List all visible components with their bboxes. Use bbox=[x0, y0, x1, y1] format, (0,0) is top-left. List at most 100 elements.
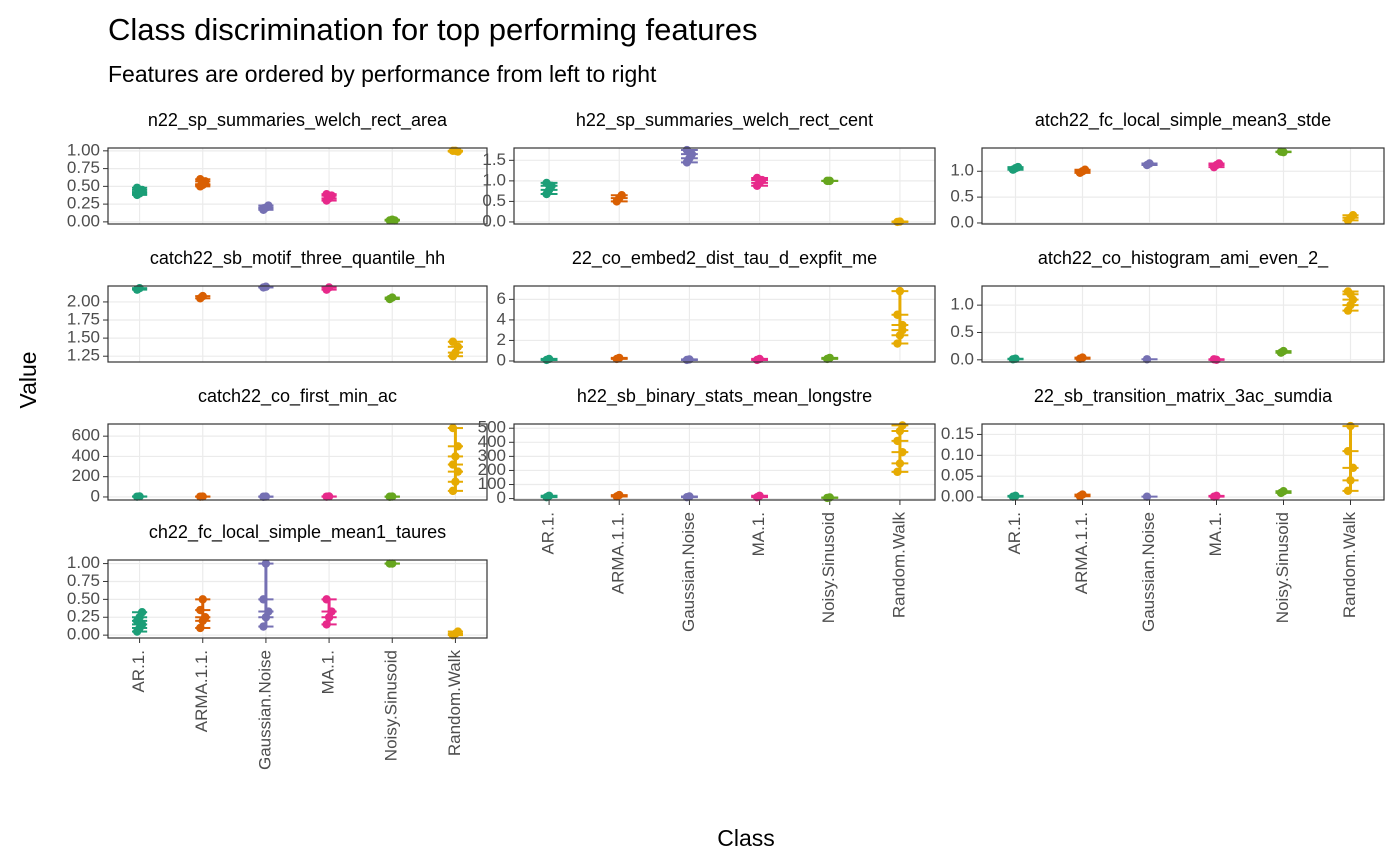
y-tick-label: 0.5 bbox=[482, 191, 506, 210]
y-tick-label: 2 bbox=[497, 330, 506, 349]
point bbox=[1346, 476, 1355, 485]
point bbox=[1145, 159, 1154, 168]
panel: ch22_fc_local_simple_mean1_taures 0.000.2… bbox=[67, 522, 488, 770]
y-tick-label: 1.0 bbox=[950, 295, 974, 314]
point bbox=[201, 613, 210, 622]
y-tick-label: 0.05 bbox=[941, 466, 974, 485]
panel-title: h22_sp_summaries_welch_rect_cent bbox=[576, 110, 873, 131]
point bbox=[1013, 162, 1023, 172]
y-tick-label: 0.75 bbox=[67, 571, 100, 590]
panel-background bbox=[514, 424, 935, 500]
x-tick-label: AR.1. bbox=[539, 512, 558, 555]
point bbox=[259, 595, 268, 604]
point bbox=[1343, 446, 1353, 456]
point bbox=[1279, 487, 1288, 496]
point bbox=[322, 595, 331, 604]
point bbox=[388, 293, 397, 302]
point bbox=[1346, 421, 1355, 431]
x-tick-label: MA.1. bbox=[749, 512, 768, 556]
y-tick-label: 6 bbox=[497, 289, 506, 308]
point bbox=[1142, 492, 1152, 501]
point bbox=[752, 173, 762, 183]
point bbox=[324, 283, 334, 292]
panel-border bbox=[513, 147, 936, 225]
y-tick-label: 1.75 bbox=[67, 310, 100, 329]
chart-title: Class discrimination for top performing … bbox=[108, 12, 758, 47]
point bbox=[893, 339, 902, 348]
panel-title: 22_sb_transition_matrix_3ac_sumdia bbox=[1034, 386, 1333, 407]
point bbox=[453, 442, 463, 451]
point bbox=[542, 178, 551, 188]
panel-title: catch22_sb_motif_three_quantile_hh bbox=[150, 248, 445, 269]
point bbox=[259, 622, 268, 631]
panel-title: atch22_co_histogram_ami_even_2_ bbox=[1038, 248, 1329, 269]
point bbox=[1279, 346, 1288, 356]
y-tick-label: 0.25 bbox=[67, 194, 100, 213]
y-tick-label: 0 bbox=[497, 488, 506, 507]
point bbox=[1011, 491, 1020, 501]
panel: atch22_fc_local_simple_mean3_stde 0.0 0.5 1… bbox=[950, 110, 1385, 231]
y-tick-label: 4 bbox=[497, 309, 506, 328]
point bbox=[448, 460, 458, 469]
point bbox=[1348, 211, 1358, 220]
point bbox=[755, 354, 764, 364]
point bbox=[825, 353, 834, 363]
point bbox=[1080, 165, 1090, 174]
panel: atch22_co_histogram_ami_even_2_ 0.0 0.5 1.0 bbox=[950, 248, 1385, 368]
y-tick-label: 2.00 bbox=[67, 291, 100, 310]
y-tick-label: 400 bbox=[72, 446, 100, 465]
point bbox=[451, 452, 460, 461]
panel: n22_sp_summaries_welch_rect_area 0.000.25… bbox=[67, 110, 488, 230]
point bbox=[615, 490, 624, 500]
panel-title: ch22_fc_local_simple_mean1_taures bbox=[149, 522, 446, 543]
point bbox=[1212, 355, 1221, 365]
panel: catch22_sb_motif_three_quantile_hh1.251.… bbox=[67, 248, 488, 365]
point bbox=[1279, 147, 1288, 157]
panel: h22_sb_binary_stats_mean_longstre 0100200… bbox=[478, 386, 936, 632]
point bbox=[198, 595, 207, 604]
y-tick-label: 0.0 bbox=[950, 212, 974, 231]
point bbox=[264, 607, 273, 616]
point bbox=[1346, 290, 1355, 299]
point bbox=[448, 337, 458, 346]
y-tick-label: 0.0 bbox=[482, 211, 506, 230]
point bbox=[137, 608, 147, 617]
panel-border bbox=[981, 147, 1385, 225]
panel-border bbox=[107, 423, 488, 501]
point bbox=[196, 623, 205, 633]
x-tick-label: ARMA.1.1. bbox=[609, 512, 628, 594]
y-tick-label: 500 bbox=[478, 418, 506, 437]
x-axis-label: Class bbox=[717, 825, 775, 851]
y-tick-label: 1.0 bbox=[950, 161, 974, 180]
point bbox=[615, 353, 624, 363]
point bbox=[453, 467, 463, 476]
chart-subtitle: Features are ordered by performance from… bbox=[108, 61, 657, 87]
point bbox=[1011, 354, 1020, 363]
x-tick-label: Gaussian.Noise bbox=[255, 650, 274, 770]
y-tick-label: 0.50 bbox=[67, 589, 100, 608]
point bbox=[135, 189, 144, 198]
x-tick-label: Noisy.Sinusoid bbox=[819, 512, 838, 623]
point bbox=[198, 180, 207, 190]
panel-background bbox=[108, 286, 487, 362]
point bbox=[893, 467, 902, 477]
panel-border bbox=[981, 285, 1385, 363]
x-tick-label: Noisy.Sinusoid bbox=[1273, 512, 1292, 623]
point bbox=[544, 354, 554, 364]
x-tick-label: Random.Walk bbox=[889, 512, 908, 619]
panel-border bbox=[513, 423, 936, 501]
y-tick-label: 0.50 bbox=[67, 176, 100, 195]
y-tick-label: 0.0 bbox=[950, 349, 974, 368]
y-tick-label: 600 bbox=[72, 426, 100, 445]
x-tick-label: Gaussian.Noise bbox=[1139, 512, 1158, 632]
x-tick-label: Gaussian.Noise bbox=[679, 512, 698, 632]
panel-background bbox=[982, 424, 1384, 500]
point bbox=[198, 291, 207, 301]
y-tick-label: 200 bbox=[72, 466, 100, 485]
x-tick-label: AR.1. bbox=[129, 650, 148, 693]
point bbox=[1078, 353, 1087, 362]
point bbox=[898, 447, 907, 457]
point bbox=[135, 283, 144, 293]
y-tick-label: 0 bbox=[497, 350, 506, 369]
